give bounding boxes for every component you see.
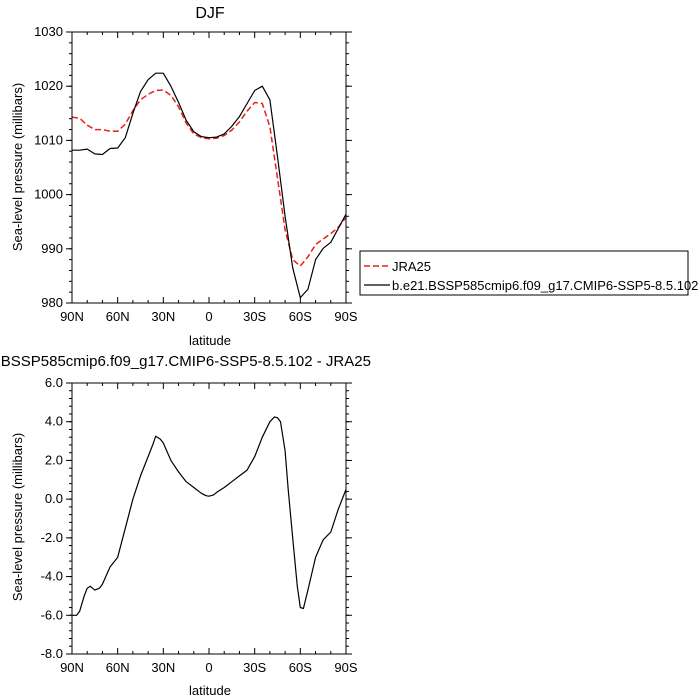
top-panel-x-tick-label: 30S <box>243 309 266 324</box>
top-panel-x-tick-label: 60S <box>289 309 312 324</box>
top-panel-y-tick-label: 1030 <box>34 24 63 39</box>
top-panel-series-line-1 <box>72 72 347 299</box>
bottom-panel-y-tick-label: -8.0 <box>41 646 63 661</box>
bottom-panel-x-tick-label: 0 <box>205 660 212 675</box>
top-panel-x-tick-label: 60N <box>106 309 130 324</box>
top-panel-y-tick-label: 1000 <box>34 187 63 202</box>
top-panel-x-tick-label: 90S <box>334 309 357 324</box>
top-panel-x-tick-label: 90N <box>60 309 84 324</box>
top-panel-x-axis-label: latitude <box>189 333 231 348</box>
top-panel-djf: DJF latitude Sea-level pressure (milliba… <box>10 5 358 348</box>
bottom-panel-y-tick-label: -2.0 <box>41 530 63 545</box>
bottom-panel-x-tick-label: 60S <box>289 660 312 675</box>
bottom-panel-y-tick-label: 4.0 <box>45 414 63 429</box>
top-panel-y-tick-label: 990 <box>41 241 63 256</box>
top-panel-y-axis-label: Sea-level pressure (millibars) <box>10 83 25 251</box>
bottom-panel-x-tick-label: 30N <box>151 660 175 675</box>
legend: JRA25 b.e21.BSSP585cmip6.f09_g17.CMIP6-S… <box>359 250 698 296</box>
bottom-panel-x-axis-label: latitude <box>189 683 231 698</box>
top-panel-frame <box>71 31 347 304</box>
bottom-panel-y-tick-label: 2.0 <box>45 452 63 467</box>
bottom-panel-y-tick-label: -4.0 <box>41 569 63 584</box>
top-panel-x-tick-label: 0 <box>205 309 212 324</box>
bottom-panel-difference: b.e21.BSSP585cmip6.f09_g17.CMIP6-SSP5-8.… <box>0 353 371 698</box>
top-panel-series-line-0 <box>71 89 347 267</box>
bottom-panel-y-tick-label: 0.0 <box>45 491 63 506</box>
bottom-panel-y-axis-label: Sea-level pressure (millibars) <box>10 433 25 601</box>
bottom-panel-y-tick-label: -6.0 <box>41 607 63 622</box>
top-panel-x-tick-label: 30N <box>151 309 175 324</box>
bottom-panel-y-tick-label: 6.0 <box>45 375 63 390</box>
bottom-panel-series-line-0 <box>72 416 347 616</box>
top-panel-y-tick-label: 1020 <box>34 78 63 93</box>
bottom-panel-x-tick-label: 60N <box>106 660 130 675</box>
bottom-panel-ticks: 90N 60N 30N 0 30S 60S 90S -8.0 -6.0 -4.0 -2.0 0.0 2.… <box>41 375 358 675</box>
bottom-panel-x-tick-label: 30S <box>243 660 266 675</box>
top-panel-y-tick-label: 980 <box>41 295 63 310</box>
top-panel-y-tick-label: 1010 <box>34 132 63 147</box>
top-panel-lines <box>71 72 347 299</box>
bottom-panel-lines <box>72 416 347 616</box>
legend-frame <box>359 250 689 296</box>
legend-label-model: b.e21.BSSP585cmip6.f09_g17.CMIP6-SSP5-8.… <box>392 278 698 293</box>
bottom-panel-title: b.e21.BSSP585cmip6.f09_g17.CMIP6-SSP5-8.… <box>0 353 371 370</box>
top-panel-title: DJF <box>195 5 225 22</box>
bottom-panel-x-tick-label: 90N <box>60 660 84 675</box>
bottom-panel-frame <box>71 382 347 655</box>
top-panel-ticks: 90N 60N 30N 0 30S 60S 90S 980 990 1000 1010 1020 103… <box>34 24 358 324</box>
legend-label-jra25: JRA25 <box>392 259 431 274</box>
bottom-panel-x-tick-label: 90S <box>334 660 357 675</box>
